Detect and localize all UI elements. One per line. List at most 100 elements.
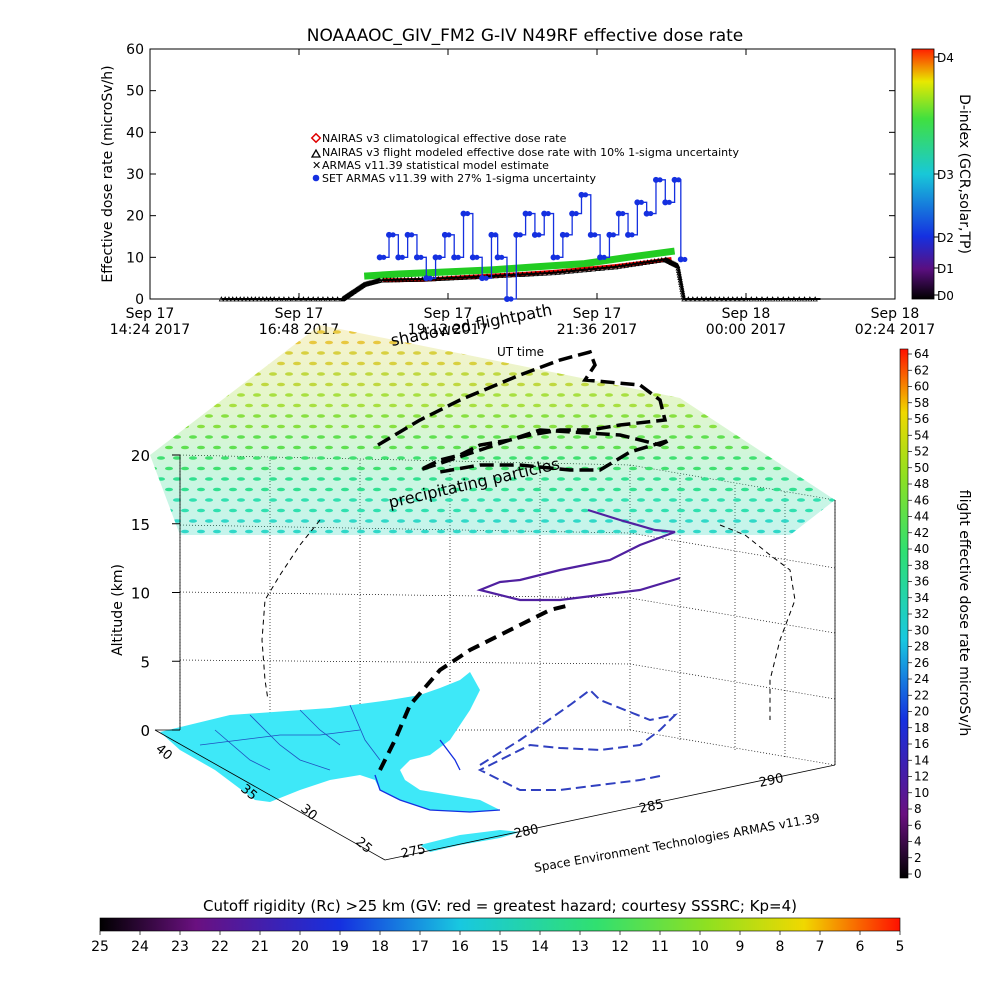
nairas-flight-marker [233,296,240,302]
dindex-label: D-index (GCR,solar,TP) [956,94,972,254]
particle-dot [629,361,637,366]
particle-dot [389,508,397,513]
particle-dot [781,435,789,439]
particle-dot [549,445,557,450]
nairas-flight-marker [412,276,418,282]
particle-dot [277,424,285,429]
particle-dot [205,330,213,334]
particle-dot [349,330,357,334]
particle-dot [437,403,445,408]
set-armas-point [460,210,467,217]
particle-dot [157,351,165,355]
nairas-flight-marker [764,296,770,302]
credit-label: Space Environment Technologies ARMAS v11… [533,811,821,875]
particle-dot [789,466,797,471]
particle-dot [413,414,421,418]
particle-dot [373,382,381,387]
particle-dot [613,403,621,408]
set-armas-point [615,210,622,217]
nairas-flight-marker [796,296,802,302]
particle-dot [181,508,189,513]
particle-dot [549,382,557,387]
particle-dot [141,498,149,502]
particle-dot [301,477,309,481]
particle-dot [693,340,701,345]
nairas-flight-marker [730,296,736,302]
particle-dot [173,393,181,397]
particle-dot [533,445,541,450]
particle-dot [445,519,453,523]
flightpath-dose-mid [476,508,681,602]
particle-dot [789,487,797,492]
particle-dot [573,498,581,502]
nairas-flight-marker [620,262,626,269]
particle-dot [197,340,205,345]
set-armas-point [573,210,579,217]
particle-dot [725,340,733,345]
particle-dot [637,498,645,502]
rigidity-tick-label: 18 [371,939,389,955]
particle-dot [413,435,421,439]
particle-dot [333,393,341,397]
particle-dot [165,487,173,492]
particle-dot [261,445,269,450]
particle-dot [397,351,405,355]
particle-dot [773,340,781,345]
set-armas-point [423,275,430,282]
particle-dot [365,330,373,334]
particle-dot [613,361,621,366]
series-armas-model-line [363,247,676,280]
particle-dot [813,498,821,502]
particle-dot [709,340,717,345]
y-tick-label: 0 [135,292,144,308]
particle-dot [757,361,765,366]
dose-colorbar: 6462605856545250484644424038363432302826… [899,347,972,881]
x-tick-label: Sep 18 [722,306,771,322]
particle-dot [429,435,437,439]
particle-dot [533,529,541,534]
particle-dot [293,466,301,471]
particle-dot [381,330,389,334]
legend-label: ARMAS v11.39 statistical model estimate [322,159,549,172]
particle-dot [373,487,381,492]
particle-dot [829,477,835,481]
particle-dot [725,403,733,408]
particle-dot [549,508,557,513]
particle-dot [349,435,357,439]
particle-dot [277,466,285,471]
particle-dot [373,403,381,408]
y-tick-label: 10 [126,250,144,266]
particle-dot [773,466,781,471]
set-armas-point [638,199,644,205]
nairas-flight-marker [648,258,654,264]
particle-dot [397,414,405,418]
series-set-armas-line [379,179,682,300]
particle-dot [813,351,821,355]
particle-dot [501,508,509,513]
particle-dot [357,487,365,492]
particle-dot [501,361,509,366]
set-armas-point [676,177,682,183]
particle-dot [509,435,517,439]
x-tick-label: Sep 17 [126,306,175,322]
rigidity-ticks: 25 24 23 22 21 20 19 18 17 16 15 14 13 12 11 10 9 8 7 6 5 [91,931,904,955]
particle-dot [277,487,285,492]
nairas-flight-marker [267,296,274,302]
particle-dot [733,372,741,376]
particle-dot [429,477,437,481]
particle-dot [173,372,181,376]
particle-dot [797,351,805,355]
dose-tick-label: 8 [914,802,922,816]
particle-dot [573,456,581,460]
particle-dot [829,372,835,376]
particle-dot [365,414,373,418]
particle-dot [781,477,789,481]
dose-gradient [899,348,909,879]
particle-dot [637,372,645,376]
particle-dot [349,477,357,481]
particle-dot [357,382,365,387]
particle-dot [485,403,493,408]
particle-dot [141,435,149,439]
particle-dot [613,487,621,492]
